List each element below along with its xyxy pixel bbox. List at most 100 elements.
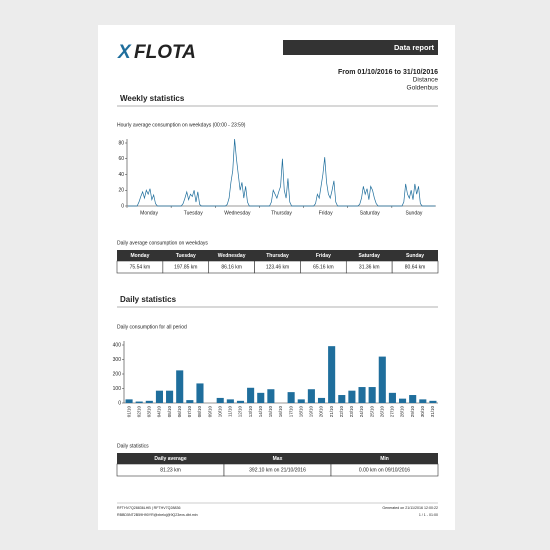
column-header: Min (380, 456, 389, 462)
bar (409, 395, 417, 403)
table-caption: Daily statistics (117, 443, 149, 449)
cell-text: 31.36 km (359, 264, 380, 270)
bar (216, 397, 224, 403)
y-tick-label: 200 (113, 371, 122, 377)
x-tick-label: 18/10 (298, 406, 303, 418)
footer-text: 1 / 1 - 01:00 (419, 513, 438, 517)
bar (419, 399, 427, 403)
cell-text: 81.23 km (160, 467, 181, 473)
x-tick-label: 15/10 (268, 406, 273, 418)
bar (145, 400, 153, 403)
bar (368, 387, 376, 403)
x-tick-label: 11/10 (228, 406, 233, 417)
column-header: Monday (130, 253, 149, 259)
bar (226, 399, 234, 403)
x-tick-label: 06/10 (177, 406, 182, 418)
x-tick-label: 09/10 (207, 406, 212, 418)
cell-text: 392.10 km on 21/10/2016 (249, 467, 306, 473)
column-header: Daily average (154, 456, 186, 462)
bar (317, 397, 326, 403)
title-bar (283, 40, 438, 55)
period: From 01/10/2016 to 31/10/2016 (338, 69, 438, 76)
x-tick-label: Saturday (360, 210, 381, 216)
table-header (117, 250, 438, 261)
x-tick-label: 21/10 (329, 406, 334, 418)
cell-text: 65.16 km (313, 264, 334, 270)
bar (358, 387, 366, 403)
column-header: Thursday (266, 253, 289, 259)
bar (247, 387, 255, 403)
x-tick-label: Wednesday (224, 210, 251, 216)
chart-title: Daily consumption for all period (117, 324, 187, 330)
x-tick-label: Friday (319, 210, 333, 216)
column-header: Saturday (359, 253, 381, 259)
x-tick-label: 10/10 (217, 406, 222, 418)
x-tick-label: 30/10 (420, 406, 425, 418)
x-tick-label: 04/10 (157, 406, 162, 418)
bar (399, 398, 407, 403)
x-tick-label: 19/10 (309, 406, 314, 418)
y-tick-label: 20 (118, 188, 124, 194)
x-tick-label: 26/10 (379, 406, 384, 418)
y-tick-label: 0 (118, 400, 121, 406)
metric: Distance (413, 77, 439, 84)
chart-title: Hourly average consumption on weekdays (… (117, 122, 246, 128)
x-tick-label: 29/10 (410, 406, 415, 418)
cell-text: 75.54 km (130, 264, 151, 270)
bar (429, 400, 437, 403)
x-tick-label: 31/10 (430, 406, 435, 418)
y-tick-label: 400 (113, 342, 122, 348)
paper (98, 25, 455, 530)
x-tick-label: Monday (140, 210, 158, 216)
bar (338, 395, 346, 403)
x-tick-label: 20/10 (319, 406, 324, 418)
x-tick-label: 22/10 (339, 406, 344, 418)
bar (125, 399, 133, 403)
x-tick-label: 17/10 (288, 406, 293, 418)
y-tick-label: 60 (118, 156, 124, 162)
x-tick-label: 24/10 (359, 406, 364, 418)
cell-text: 197.85 km (174, 264, 197, 270)
x-tick-label: 03/10 (147, 406, 152, 418)
column-header: Wednesday (218, 253, 246, 259)
x-tick-label: 27/10 (390, 406, 395, 418)
x-tick-label: 23/10 (349, 406, 354, 418)
x-tick-label: 01/10 (126, 406, 131, 418)
table-cell (330, 463, 439, 477)
section-heading: Weekly statistics (120, 94, 185, 103)
bar (196, 383, 204, 403)
column-header: Tuesday (176, 253, 196, 259)
table-header (117, 453, 438, 464)
x-tick-label: 16/10 (278, 406, 283, 418)
y-tick-label: 0 (121, 203, 124, 209)
bar (307, 389, 315, 403)
column-header: Sunday (406, 253, 424, 259)
logo-text: FLOTA (134, 42, 196, 63)
column-header: Max (273, 456, 283, 462)
y-tick-label: 40 (118, 172, 124, 178)
cell-text: 0.00 km on 09/10/2016 (359, 467, 410, 473)
x-tick-label: 02/10 (136, 406, 141, 418)
bar (348, 390, 356, 403)
cell-text: 123.46 km (266, 264, 289, 270)
x-tick-label: 07/10 (187, 406, 192, 418)
report-title: Data report (394, 43, 435, 52)
bar (155, 390, 163, 403)
bar (186, 400, 194, 403)
bar (388, 392, 396, 403)
x-tick-label: Thursday (271, 210, 292, 216)
bar (257, 392, 265, 403)
footer-text: RFTHV7Q28836LHB | RFTHV7Q28836 (117, 506, 180, 510)
y-tick-label: 100 (113, 386, 122, 392)
bar (166, 390, 174, 403)
cell-text: 80.64 km (405, 264, 426, 270)
footer-text: RBBD5NT2B59H90YR@xbeloj@9Q23exs.dbt.min (117, 513, 198, 517)
footer-text: Generated on 21/11/2016 12:00:22 (382, 506, 438, 510)
y-tick-label: 300 (113, 357, 122, 363)
x-tick-label: 05/10 (167, 406, 172, 418)
bar (297, 399, 305, 403)
bar (378, 356, 386, 403)
x-tick-label: Sunday (405, 210, 422, 216)
